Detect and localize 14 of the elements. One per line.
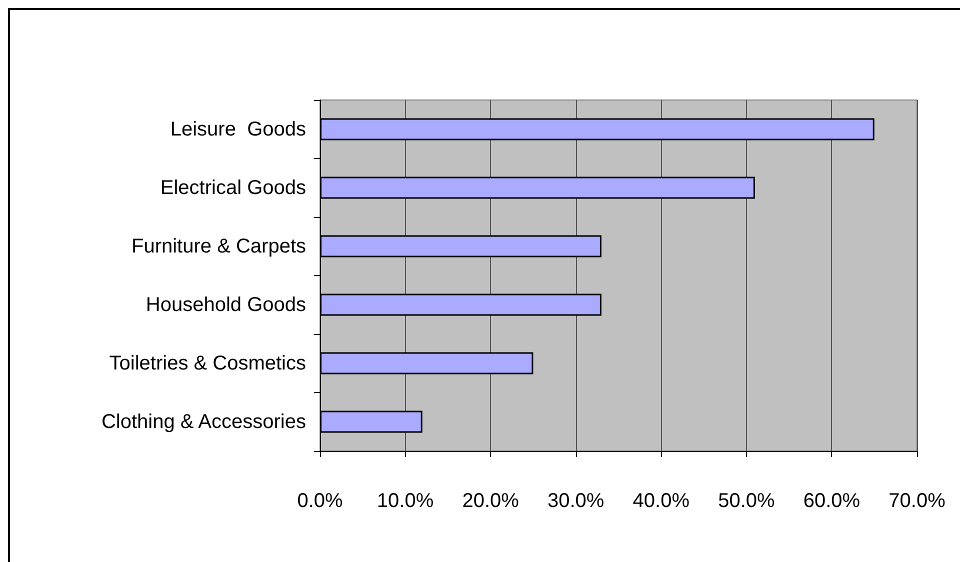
y-tick-label: Toiletries & Cosmetics — [109, 352, 306, 374]
x-tick-label: 10.0% — [376, 490, 434, 512]
x-tick-label: 60.0% — [803, 490, 860, 512]
x-tick-label: 0.0% — [297, 490, 344, 512]
x-tick-label: 30.0% — [548, 490, 604, 512]
x-tick-label: 20.0% — [462, 490, 520, 512]
y-tick-label: Household Goods — [146, 294, 306, 316]
x-tick-label: 40.0% — [632, 490, 690, 512]
y-tick-label: Furniture & Carpets — [131, 235, 306, 258]
y-tick-label: Electrical Goods — [160, 176, 306, 199]
x-tick-label: 50.0% — [718, 490, 775, 512]
y-tick-label: Clothing & Accessories — [101, 410, 306, 433]
x-tick-label: 70.0% — [888, 490, 946, 512]
y-tick-label: Leisure Goods — [170, 118, 306, 140]
